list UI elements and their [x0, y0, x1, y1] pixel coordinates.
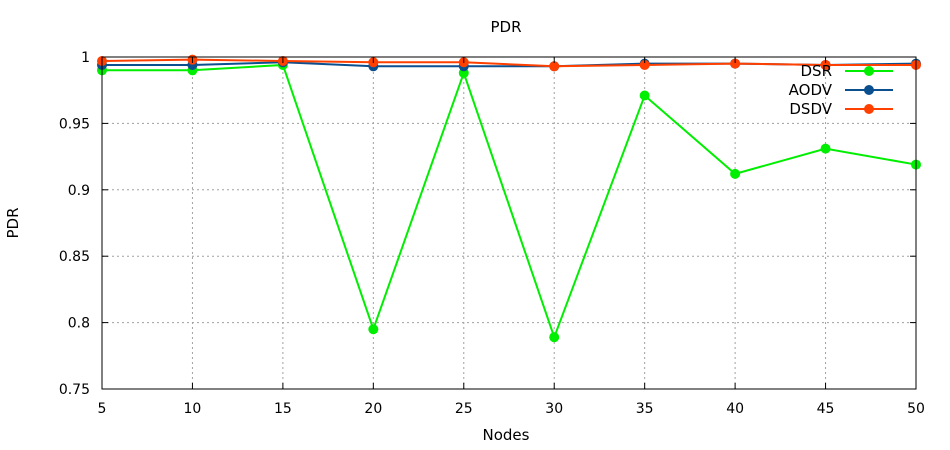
legend-swatch-marker	[864, 85, 874, 95]
x-tick-label: 40	[726, 401, 744, 417]
x-tick-label: 50	[907, 401, 925, 417]
x-tick-label: 20	[364, 401, 382, 417]
data-point-dsr	[368, 324, 379, 335]
y-tick-label: 1	[81, 50, 90, 66]
x-tick-label: 30	[545, 401, 563, 417]
legend-swatch-marker	[864, 104, 874, 114]
plot-area-frame	[101, 56, 917, 390]
x-tick-label: 45	[817, 401, 835, 417]
data-point-dsr	[549, 332, 560, 343]
series-line-dsdv	[101, 58, 916, 68]
chart-title: PDR	[490, 18, 521, 36]
y-tick-label: 0.8	[68, 316, 90, 332]
legend-swatch-marker	[864, 66, 874, 76]
y-tick-label: 0.85	[59, 249, 90, 265]
data-point-dsr	[730, 168, 741, 179]
legend-label: DSDV	[789, 100, 832, 118]
x-tick-label: 5	[98, 401, 107, 417]
legend-item-aodv: AODV	[789, 81, 893, 99]
y-tick-label: 0.95	[59, 116, 90, 132]
tick-layer: 5 10 15 20 25 30 35 40 45 50 0.75 0.8 0.85 0.9 0.95 1	[59, 50, 925, 417]
data-point-dsdv	[730, 58, 741, 69]
x-tick-label: 35	[636, 401, 654, 417]
data-point-dsdv	[549, 61, 560, 72]
series-layer	[97, 54, 921, 343]
legend-item-dsr: DSR	[801, 62, 893, 80]
x-tick-label: 15	[274, 401, 292, 417]
legend-item-dsdv: DSDV	[789, 100, 893, 118]
y-tick-label: 0.75	[59, 382, 90, 398]
x-tick-label: 25	[455, 401, 473, 417]
data-point-dsr	[639, 90, 650, 101]
data-point-dsr	[820, 143, 831, 154]
data-point-dsdv	[820, 59, 831, 70]
data-point-dsdv	[639, 59, 650, 70]
grid-lines	[102, 57, 916, 389]
legend-label: DSR	[801, 62, 833, 80]
series-line-dsr	[102, 63, 917, 341]
y-tick-label: 0.9	[68, 183, 90, 199]
x-tick-label: 10	[184, 401, 202, 417]
x-axis-title: Nodes	[483, 426, 530, 444]
legend-label: AODV	[789, 81, 833, 99]
y-axis-title: PDR	[4, 207, 22, 238]
